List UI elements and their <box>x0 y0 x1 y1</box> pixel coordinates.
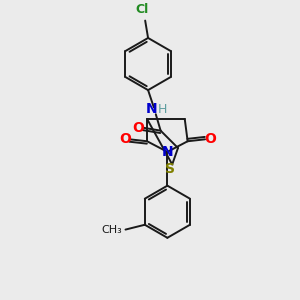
Text: O: O <box>204 132 216 146</box>
Text: O: O <box>133 121 144 135</box>
Text: S: S <box>165 162 175 176</box>
Text: Cl: Cl <box>136 3 149 16</box>
Text: CH₃: CH₃ <box>101 225 122 235</box>
Text: O: O <box>119 132 131 146</box>
Text: H: H <box>158 103 167 116</box>
Text: N: N <box>162 145 173 159</box>
Text: N: N <box>146 102 158 116</box>
